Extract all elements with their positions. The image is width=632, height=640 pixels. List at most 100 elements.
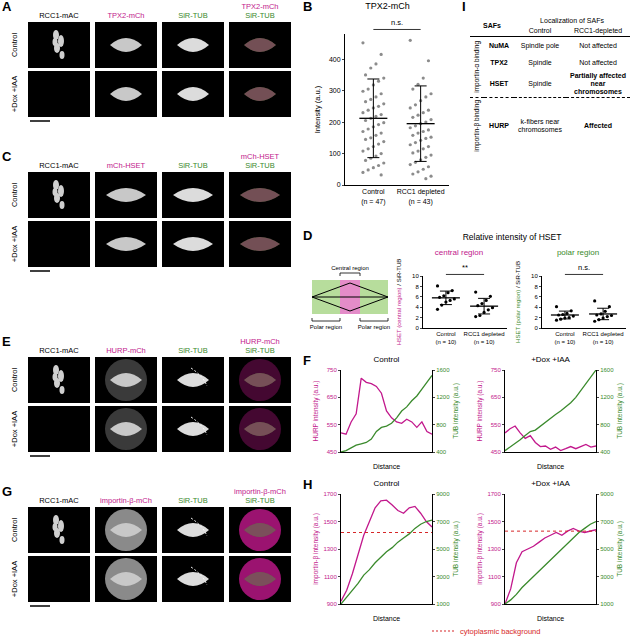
svg-text:Control: Control [374, 355, 400, 364]
svg-text:Control: Control [10, 183, 19, 208]
svg-text:1500: 1500 [487, 519, 501, 525]
svg-text:200: 200 [329, 119, 341, 126]
svg-text:TPX2-mCh: TPX2-mCh [241, 2, 278, 11]
svg-text:HURP intensity (a.u.): HURP intensity (a.u.) [312, 381, 320, 442]
svg-text:8: 8 [534, 284, 538, 290]
svg-text:importin-β intensity (a.u.): importin-β intensity (a.u.) [476, 513, 484, 585]
svg-text:100: 100 [329, 150, 341, 157]
svg-text:SiR-TUB: SiR-TUB [245, 346, 275, 355]
svg-text:2: 2 [534, 315, 538, 321]
svg-text:300: 300 [329, 87, 341, 94]
svg-text:+Dox +IAA: +Dox +IAA [531, 479, 570, 488]
svg-text:Distance: Distance [537, 615, 564, 622]
svg-text:Distance: Distance [537, 463, 564, 470]
svg-text:5000: 5000 [600, 546, 614, 552]
svg-text:1200: 1200 [436, 394, 450, 400]
svg-text:400: 400 [436, 449, 447, 455]
svg-text:n.s.: n.s. [391, 18, 403, 27]
svg-text:E: E [2, 334, 11, 349]
svg-text:B: B [303, 0, 312, 14]
svg-text:1200: 1200 [600, 394, 614, 400]
svg-text:RCC1-mAC: RCC1-mAC [39, 161, 79, 170]
svg-text:TPX2-mCh: TPX2-mCh [107, 11, 144, 20]
svg-text:polar region: polar region [557, 248, 599, 257]
svg-text:RCC1 depleted(n = 10): RCC1 depleted(n = 10) [583, 331, 624, 345]
svg-text:Control: Control [10, 33, 19, 58]
svg-text:10: 10 [531, 273, 538, 279]
svg-text:n.s.: n.s. [578, 263, 590, 272]
svg-text:450: 450 [327, 449, 338, 455]
svg-text:SiR-TUB: SiR-TUB [178, 161, 208, 170]
svg-text:A: A [2, 0, 12, 14]
svg-text:800: 800 [436, 422, 447, 428]
svg-text:8: 8 [415, 284, 419, 290]
svg-text:Distance: Distance [373, 615, 400, 622]
svg-text:mCh-HSET: mCh-HSET [107, 161, 146, 170]
svg-text:1000: 1000 [436, 601, 450, 607]
svg-text:Distance: Distance [373, 463, 400, 470]
svg-text:Polar region: Polar region [358, 324, 390, 330]
svg-text:HURP-mCh: HURP-mCh [240, 337, 280, 346]
svg-text:Control(n = 10): Control(n = 10) [554, 331, 575, 345]
svg-text:HURP intensity (a.u.): HURP intensity (a.u.) [476, 381, 484, 442]
svg-text:cytoplasmic background: cytoplasmic background [460, 627, 540, 636]
svg-text:H: H [303, 477, 312, 492]
svg-text:mCh-HSET: mCh-HSET [241, 152, 280, 161]
svg-text:3000: 3000 [436, 574, 450, 580]
svg-text:HSET (central region) / SiR-TU: HSET (central region) / SiR-TUB [396, 259, 402, 346]
svg-text:7000: 7000 [436, 519, 450, 525]
svg-text:9000: 9000 [600, 491, 614, 497]
svg-text:+Dox +IAA: +Dox +IAA [10, 76, 19, 112]
svg-text:HSET (polar region) / SiR-TUB: HSET (polar region) / SiR-TUB [515, 261, 521, 343]
svg-text:0: 0 [337, 181, 341, 188]
svg-text:550: 550 [327, 422, 338, 428]
svg-text:TPX2-mCh: TPX2-mCh [365, 1, 410, 11]
svg-text:900: 900 [491, 601, 502, 607]
svg-text:C: C [2, 149, 12, 164]
svg-text:**: ** [462, 263, 468, 272]
svg-text:1600: 1600 [600, 367, 614, 373]
svg-text:Intensity (a.u.): Intensity (a.u.) [313, 85, 322, 133]
svg-text:450: 450 [491, 449, 502, 455]
svg-text:1700: 1700 [323, 491, 337, 497]
svg-text:750: 750 [327, 367, 338, 373]
svg-text:SiR-TUB: SiR-TUB [245, 11, 275, 20]
svg-text:9000: 9000 [436, 491, 450, 497]
svg-text:10: 10 [412, 273, 419, 279]
svg-text:TUB intensity (a.u.): TUB intensity (a.u.) [452, 383, 460, 439]
svg-text:SiR-TUB: SiR-TUB [178, 346, 208, 355]
svg-text:650: 650 [327, 394, 338, 400]
svg-text:RCC1-mAC: RCC1-mAC [39, 11, 79, 20]
svg-text:Relative intensity of HSET: Relative intensity of HSET [463, 232, 562, 242]
svg-text:G: G [2, 484, 12, 499]
svg-text:650: 650 [491, 394, 502, 400]
svg-text:TUB intensity (a.u.): TUB intensity (a.u.) [452, 521, 460, 577]
svg-text:1600: 1600 [436, 367, 450, 373]
svg-text:importin-β-mCh: importin-β-mCh [100, 496, 152, 505]
svg-text:1500: 1500 [323, 519, 337, 525]
svg-text:+Dox +IAA: +Dox +IAA [10, 561, 19, 597]
svg-text:4: 4 [534, 304, 538, 310]
svg-text:800: 800 [600, 422, 611, 428]
svg-text:1300: 1300 [487, 546, 501, 552]
svg-text:0: 0 [534, 325, 538, 331]
svg-text:SiR-TUB: SiR-TUB [178, 496, 208, 505]
svg-text:SiR-TUB: SiR-TUB [245, 161, 275, 170]
svg-text:2: 2 [415, 315, 419, 321]
svg-text:central region: central region [435, 248, 483, 257]
svg-text:RCC1-mAC: RCC1-mAC [39, 496, 79, 505]
svg-text:D: D [303, 228, 312, 243]
svg-text:I: I [462, 0, 466, 14]
svg-text:3000: 3000 [600, 574, 614, 580]
svg-text:Control: Control [374, 479, 400, 488]
svg-text:Central region: Central region [331, 265, 369, 271]
svg-text:1000: 1000 [600, 601, 614, 607]
svg-text:TUB intensity (a.u.): TUB intensity (a.u.) [616, 383, 624, 439]
svg-text:400: 400 [600, 449, 611, 455]
svg-text:Control: Control [10, 518, 19, 543]
svg-text:7000: 7000 [600, 519, 614, 525]
svg-text:Polar region: Polar region [310, 324, 342, 330]
svg-text:SiR-TUB: SiR-TUB [178, 11, 208, 20]
svg-text:1100: 1100 [488, 574, 502, 580]
svg-text:900: 900 [327, 601, 338, 607]
